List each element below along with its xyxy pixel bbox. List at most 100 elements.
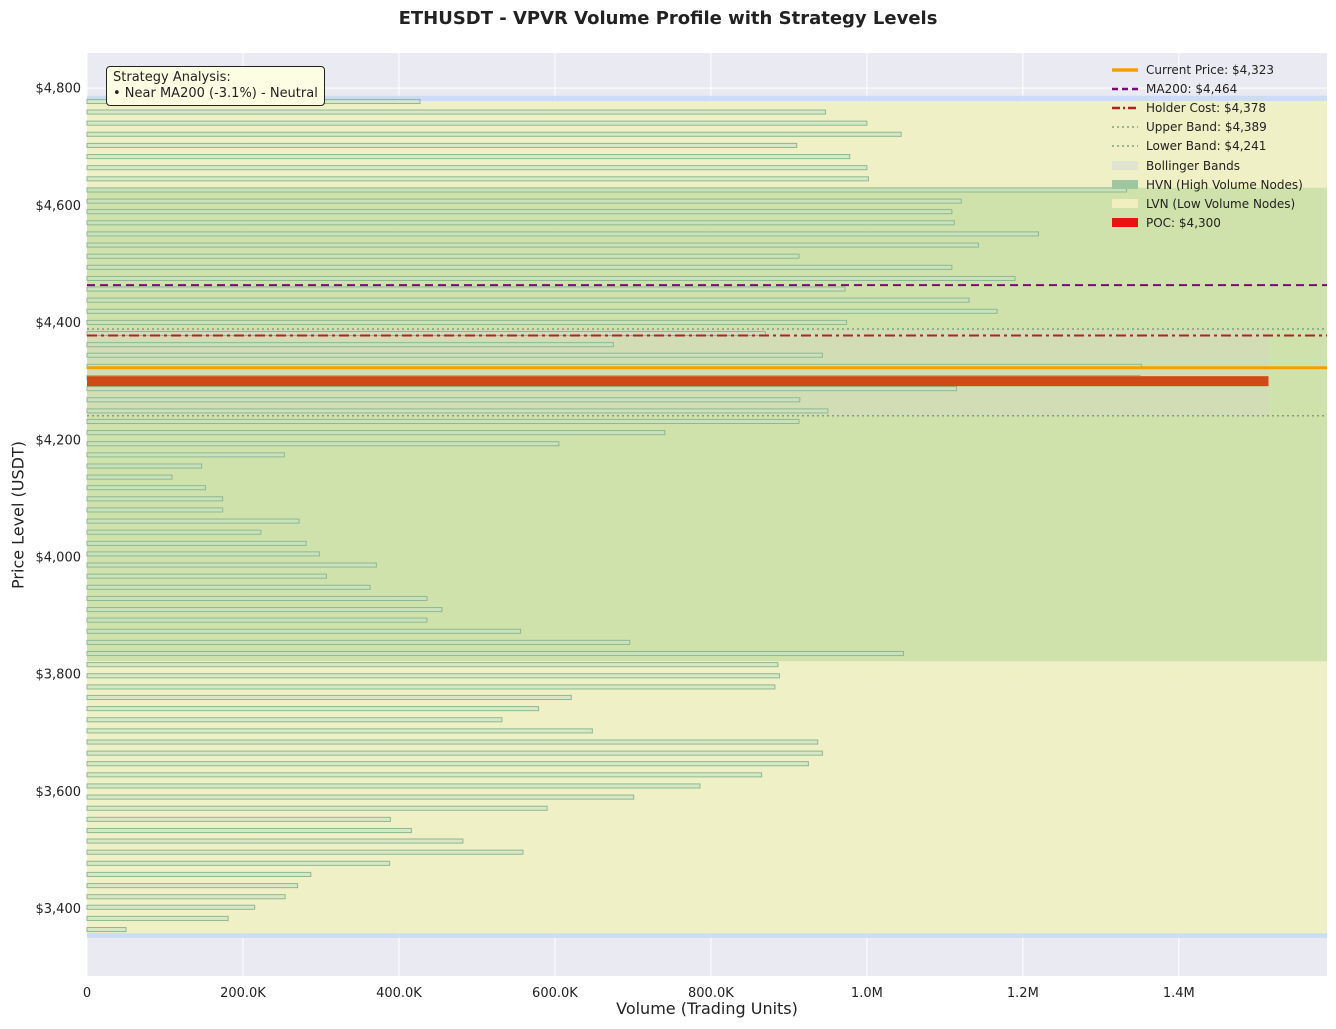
legend-swatch (1112, 160, 1138, 170)
volume-bar (86, 573, 327, 579)
y-tick-label: $4,000 (36, 550, 82, 565)
volume-bar (86, 142, 798, 148)
legend-item-hvn: HVN (High Volume Nodes) (1110, 175, 1303, 194)
legend-label: HVN (High Volume Nodes) (1146, 177, 1303, 192)
legend-swatch (1112, 145, 1138, 148)
volume-bar (86, 418, 800, 425)
volume-bar (86, 342, 614, 348)
volume-bar (86, 463, 203, 469)
volume-bar (86, 496, 224, 502)
hvn-zone (87, 187, 1327, 662)
y-tick-label: $3,800 (36, 668, 82, 683)
volume-bar (86, 607, 443, 613)
x-tick-label: 400.0K (376, 986, 422, 1001)
volume-bar (86, 927, 127, 933)
legend-item-bollinger: Bollinger Bands (1110, 156, 1303, 175)
legend-label: LVN (Low Volume Nodes) (1146, 196, 1296, 211)
legend-swatch (1112, 87, 1138, 91)
volume-bar (86, 297, 970, 303)
volume-bar (86, 176, 869, 182)
y-tick-label: $4,400 (36, 316, 82, 331)
volume-bar (86, 915, 229, 921)
x-axis-label: Volume (Trading Units) (616, 999, 798, 1018)
volume-bar (86, 430, 666, 436)
volume-bar (86, 154, 851, 160)
volume-bar (86, 441, 560, 447)
volume-bar (86, 783, 701, 789)
x-tick-label: 600.0K (532, 986, 578, 1001)
legend-item-poc: POC: $4,300 (1110, 214, 1303, 233)
legend-swatch (1112, 198, 1138, 208)
legend-label: MA200: $4,464 (1146, 81, 1238, 96)
legend-swatch (1112, 106, 1138, 110)
volume-bar (86, 761, 809, 767)
volume-bar (86, 706, 540, 712)
volume-bar (86, 242, 979, 248)
volume-bar (86, 628, 522, 634)
y-tick-label: $3,600 (36, 785, 82, 800)
legend-label: Current Price: $4,323 (1146, 62, 1275, 77)
volume-bar (86, 639, 631, 645)
volume-bar (86, 860, 391, 866)
volume-bar (86, 871, 312, 878)
bollinger-band-zone (87, 329, 1269, 416)
volume-bar (86, 662, 779, 668)
volume-bar (86, 264, 953, 270)
volume-bar (86, 617, 428, 623)
volume-bar (86, 772, 763, 778)
legend-label: Lower Band: $4,241 (1146, 139, 1267, 154)
chart-title: ETHUSDT - VPVR Volume Profile with Strat… (398, 8, 938, 29)
volume-bar (86, 827, 412, 834)
volume-bar (86, 694, 572, 701)
volume-bar (86, 805, 548, 811)
volume-bar (86, 220, 955, 226)
volume-bar (86, 518, 300, 524)
y-tick-label: $4,600 (36, 199, 82, 214)
legend-swatch (1112, 179, 1138, 189)
volume-bar (86, 397, 801, 403)
legend-swatch (1112, 126, 1138, 128)
volume-bar (86, 408, 829, 414)
legend-item-current: Current Price: $4,323 (1110, 60, 1303, 79)
annotation-line-2: • Near MA200 (-3.1%) - Neutral (113, 86, 318, 101)
x-tick-label: 800.0K (688, 986, 734, 1001)
lvn-zone (87, 101, 1327, 934)
volume-bar (86, 165, 868, 171)
volume-bar (86, 894, 286, 900)
volume-bar (86, 728, 593, 734)
volume-bar (86, 452, 285, 458)
legend-label: Bollinger Bands (1146, 158, 1240, 173)
volume-bar (86, 816, 391, 822)
volume-bar (86, 595, 428, 601)
legend-item-ma200: MA200: $4,464 (1110, 79, 1303, 98)
volume-bar (86, 717, 503, 723)
volume-bar (86, 650, 905, 657)
volume-bar (86, 507, 224, 513)
volume-bar (86, 286, 846, 292)
legend-item-holder: Holder Cost: $4,378 (1110, 98, 1303, 117)
volume-bar (86, 109, 827, 115)
volume-bar (86, 352, 823, 358)
volume-bar (86, 838, 464, 844)
volume-bar (86, 253, 800, 259)
volume-bar (86, 275, 1016, 282)
volume-bar (86, 386, 958, 392)
volume-bar (86, 750, 823, 756)
poc-bar (87, 376, 1269, 387)
volume-bar (86, 308, 998, 314)
strategy-annotation: Strategy Analysis: • Near MA200 (-3.1%) … (106, 66, 325, 106)
volume-bar (86, 739, 819, 745)
volume-bar (86, 673, 781, 679)
volume-bar (86, 540, 307, 546)
x-tick-label: 1.4M (1163, 986, 1195, 1001)
x-tick-label: 1.0M (851, 986, 883, 1001)
volume-bar (86, 187, 1128, 193)
volume-bar (86, 529, 262, 535)
x-tick-label: 1.2M (1007, 986, 1039, 1001)
y-axis-label: Price Level (USDT) (8, 441, 28, 589)
y-tick-label: $4,200 (36, 433, 82, 448)
volume-bar (86, 904, 256, 910)
volume-bar (86, 198, 962, 204)
volume-bar (86, 209, 953, 215)
volume-bar (86, 684, 776, 690)
